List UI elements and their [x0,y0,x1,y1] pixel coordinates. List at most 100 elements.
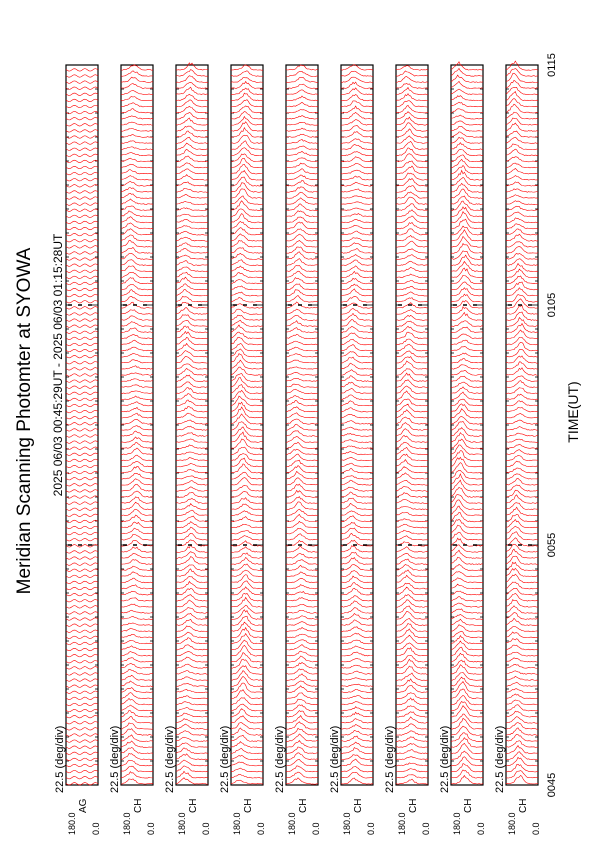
profile-trace [120,436,154,443]
profile-trace [450,352,484,358]
panel-traces [230,64,264,785]
profile-trace [230,497,264,504]
profile-trace [120,447,154,456]
profile-trace [230,626,264,638]
profile-trace [230,453,264,462]
profile-trace [65,147,99,151]
profile-trace [395,338,429,346]
profile-trace [395,642,429,651]
profile-trace [175,405,209,413]
profile-trace [230,324,264,333]
profile-trace [505,86,539,95]
profile-trace [175,266,209,272]
profile-trace [65,440,99,444]
profile-trace [230,331,264,339]
profile-trace [230,535,264,541]
profile-trace [395,215,429,224]
profile-trace [340,87,374,95]
profile-trace [65,275,99,279]
profile-trace [120,483,154,492]
profile-trace [285,221,319,230]
profile-trace [340,706,374,712]
profile-trace [230,147,264,156]
profile-trace [340,777,374,785]
profile-trace [230,99,264,108]
profile-trace [340,81,374,89]
profile-trace [340,254,374,260]
profile-trace [340,486,374,492]
profile-trace [230,121,264,132]
profile-trace [395,356,429,364]
profile-trace [285,650,319,657]
profile-trace [285,251,318,260]
profile-trace [395,574,429,584]
profile-trace [505,763,539,773]
profile-trace [230,645,264,657]
profile-trace [120,140,154,144]
profile-trace [450,652,484,663]
profile-trace [65,763,99,768]
profile-trace [175,325,209,333]
profile-trace [340,503,374,510]
profile-trace [450,287,484,297]
profile-trace [505,419,539,425]
profile-trace [120,210,154,218]
profile-trace [505,704,539,712]
profile-trace [175,393,209,401]
profile-trace [505,122,539,132]
profile-trace [175,438,209,443]
profile-trace [450,438,484,449]
profile-trace [175,486,209,492]
profile-trace [65,727,99,731]
profile-trace [120,390,154,394]
profile-trace [505,98,539,108]
profile-trace [175,521,209,529]
profile-trace [175,509,209,516]
profile-trace [340,237,374,242]
profile-trace [120,296,154,303]
profile-trace [450,737,484,748]
profile-trace [285,127,319,132]
profile-trace [285,639,319,645]
panel-frame [285,64,319,786]
profile-trace [395,692,429,699]
profile-trace [120,169,154,175]
profile-trace [120,622,154,626]
profile-trace [450,456,484,468]
profile-trace [65,660,99,664]
profile-trace [175,625,209,632]
profile-trace [340,344,374,352]
profile-trace [285,727,319,736]
profile-trace [230,220,264,230]
profile-trace [65,367,99,371]
profile-trace [395,665,429,675]
profile-trace [65,281,99,285]
profile-trace [340,619,374,626]
profile-trace [230,77,264,83]
profile-trace [230,569,264,577]
profile-trace [340,119,374,126]
profile-trace [285,203,319,211]
profile-trace [175,533,209,541]
profile-trace [120,134,154,138]
profile-trace [230,722,264,730]
profile-trace [505,130,539,138]
profile-trace [395,582,429,590]
profile-trace [120,64,154,71]
profile-trace [395,196,429,205]
profile-trace [175,201,209,205]
profile-trace [65,257,99,261]
profile-trace [175,374,209,382]
profile-trace [505,241,539,248]
profile-trace [230,734,264,742]
profile-trace [175,742,209,748]
profile-trace [65,550,99,554]
profile-trace [450,136,484,144]
profile-trace [285,721,319,730]
profile-trace [450,450,484,462]
profile-trace [175,283,209,291]
profile-trace [395,172,429,181]
panel-frame [505,64,539,786]
profile-trace [395,291,429,297]
